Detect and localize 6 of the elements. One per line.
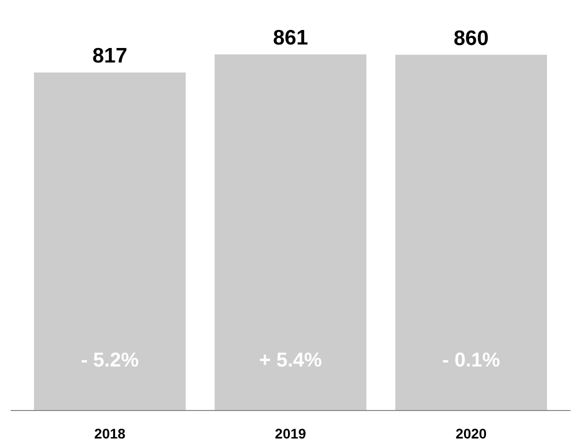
x-tick-label: 2020 (456, 426, 487, 441)
data-label: 861 (272, 26, 308, 50)
data-label: 860 (454, 26, 489, 50)
x-tick-label: 2018 (94, 426, 126, 441)
data-label: 817 (92, 44, 128, 68)
x-tick-label: 2019 (274, 426, 306, 441)
